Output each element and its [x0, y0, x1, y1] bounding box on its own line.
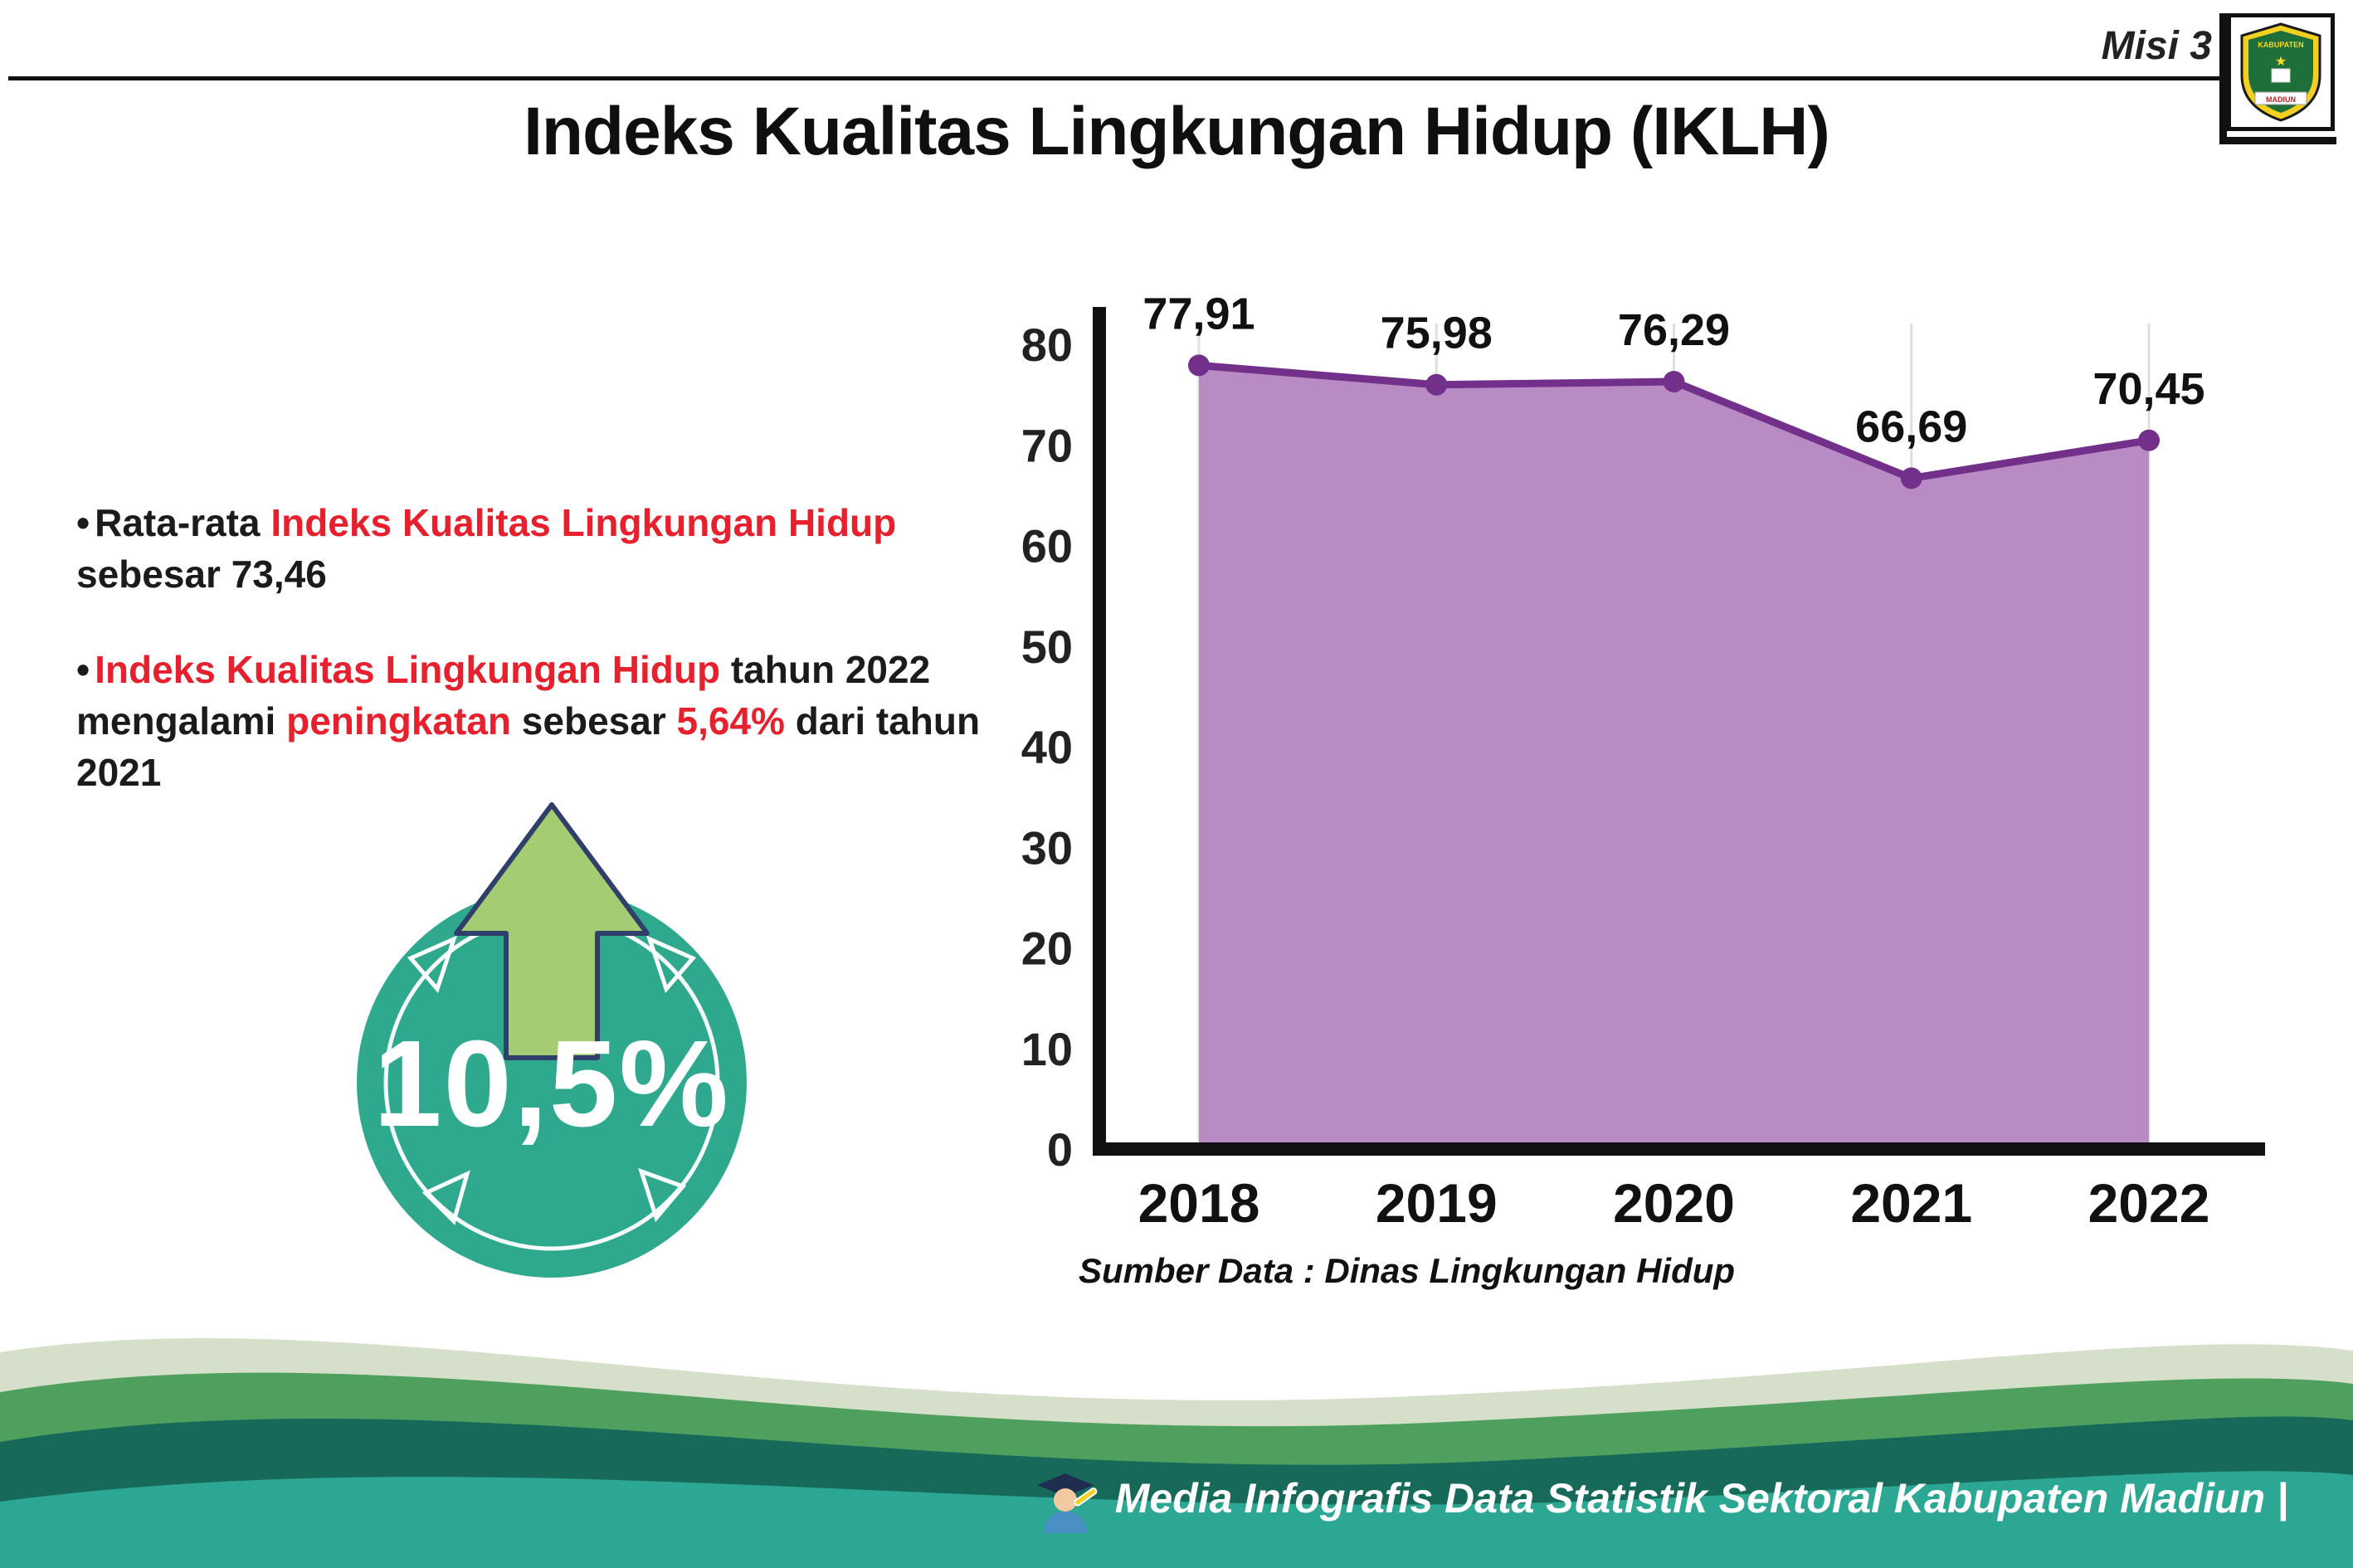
svg-text:2022: 2022: [2088, 1172, 2210, 1234]
iklh-chart: 0 10 20 30 40 50 60 70 80 2018 2019 2020 2021 2022 77,…: [1021, 274, 2331, 1253]
svg-text:2019: 2019: [1376, 1172, 1498, 1234]
logo-bottom-text: MADIUN: [2266, 95, 2296, 104]
logo-frame-accent: [2219, 13, 2227, 144]
svg-text:40: 40: [1021, 721, 1073, 773]
misi-label: Misi 3: [2101, 24, 2212, 68]
increase-badge-graphic: [357, 802, 747, 1278]
bullet-item: • Rata-rata Indeks Kualitas Lingkungan Hi…: [76, 501, 897, 596]
page-title: Indeks Kualitas Lingkungan Hidup (IKLH): [524, 94, 1830, 169]
logo-star-icon: ★: [2275, 55, 2287, 69]
chart-source: Sumber Data : Dinas Lingkungan Hidup: [1079, 1251, 1736, 1290]
svg-text:2021: 2021: [1850, 1172, 1972, 1234]
svg-text:75,98: 75,98: [1381, 309, 1493, 358]
increase-percentage: 10,5%: [373, 1015, 730, 1152]
svg-text:50: 50: [1021, 621, 1073, 673]
bullet-item: • Indeks Kualitas Lingkungan Hidup tahun …: [76, 648, 981, 794]
svg-text:76,29: 76,29: [1618, 305, 1730, 355]
svg-text:0: 0: [1047, 1123, 1073, 1176]
svg-text:10: 10: [1021, 1023, 1073, 1075]
logo-top-text: KABUPATEN: [2258, 41, 2303, 49]
svg-text:70,45: 70,45: [2092, 364, 2204, 414]
svg-text:20: 20: [1021, 923, 1073, 975]
svg-text:60: 60: [1021, 520, 1073, 572]
coat-of-arms-icon: KABUPATEN ★ MADIUN: [2240, 22, 2321, 122]
svg-text:70: 70: [1021, 419, 1073, 471]
header-rule: [8, 76, 2239, 80]
footer-credit-text: Media Infografis Data Statistik Sektoral…: [1114, 1475, 2288, 1522]
kabupaten-madiun-logo: KABUPATEN ★ MADIUN: [2227, 13, 2335, 131]
deco-triangle-icon: [645, 935, 697, 993]
up-arrow-icon: [454, 802, 650, 1060]
bullet-list: • Rata-rata Indeks Kualitas Lingkungan Hi…: [76, 498, 997, 843]
deco-triangle-icon: [421, 1170, 470, 1225]
svg-text:30: 30: [1021, 821, 1073, 874]
footer-credit: Media Infografis Data Statistik Sektoral…: [1029, 1463, 2288, 1533]
increase-badge: 10,5%: [328, 796, 776, 1311]
svg-text:2020: 2020: [1613, 1172, 1735, 1234]
deco-triangle-icon: [638, 1167, 687, 1223]
footer-waves: [0, 1338, 2353, 1568]
deco-triangle-icon: [407, 935, 458, 993]
mascot-icon: [1036, 1473, 1098, 1533]
svg-text:2018: 2018: [1138, 1172, 1260, 1234]
logo-frame-accent: [2219, 137, 2336, 144]
iklh-area-chart: 0 10 20 30 40 50 60 70 80 2018 2019 2020 2021 2022 77,…: [1021, 289, 2265, 1234]
svg-text:77,91: 77,91: [1142, 289, 1254, 338]
svg-text:66,69: 66,69: [1855, 402, 1967, 451]
svg-text:80: 80: [1021, 319, 1073, 371]
